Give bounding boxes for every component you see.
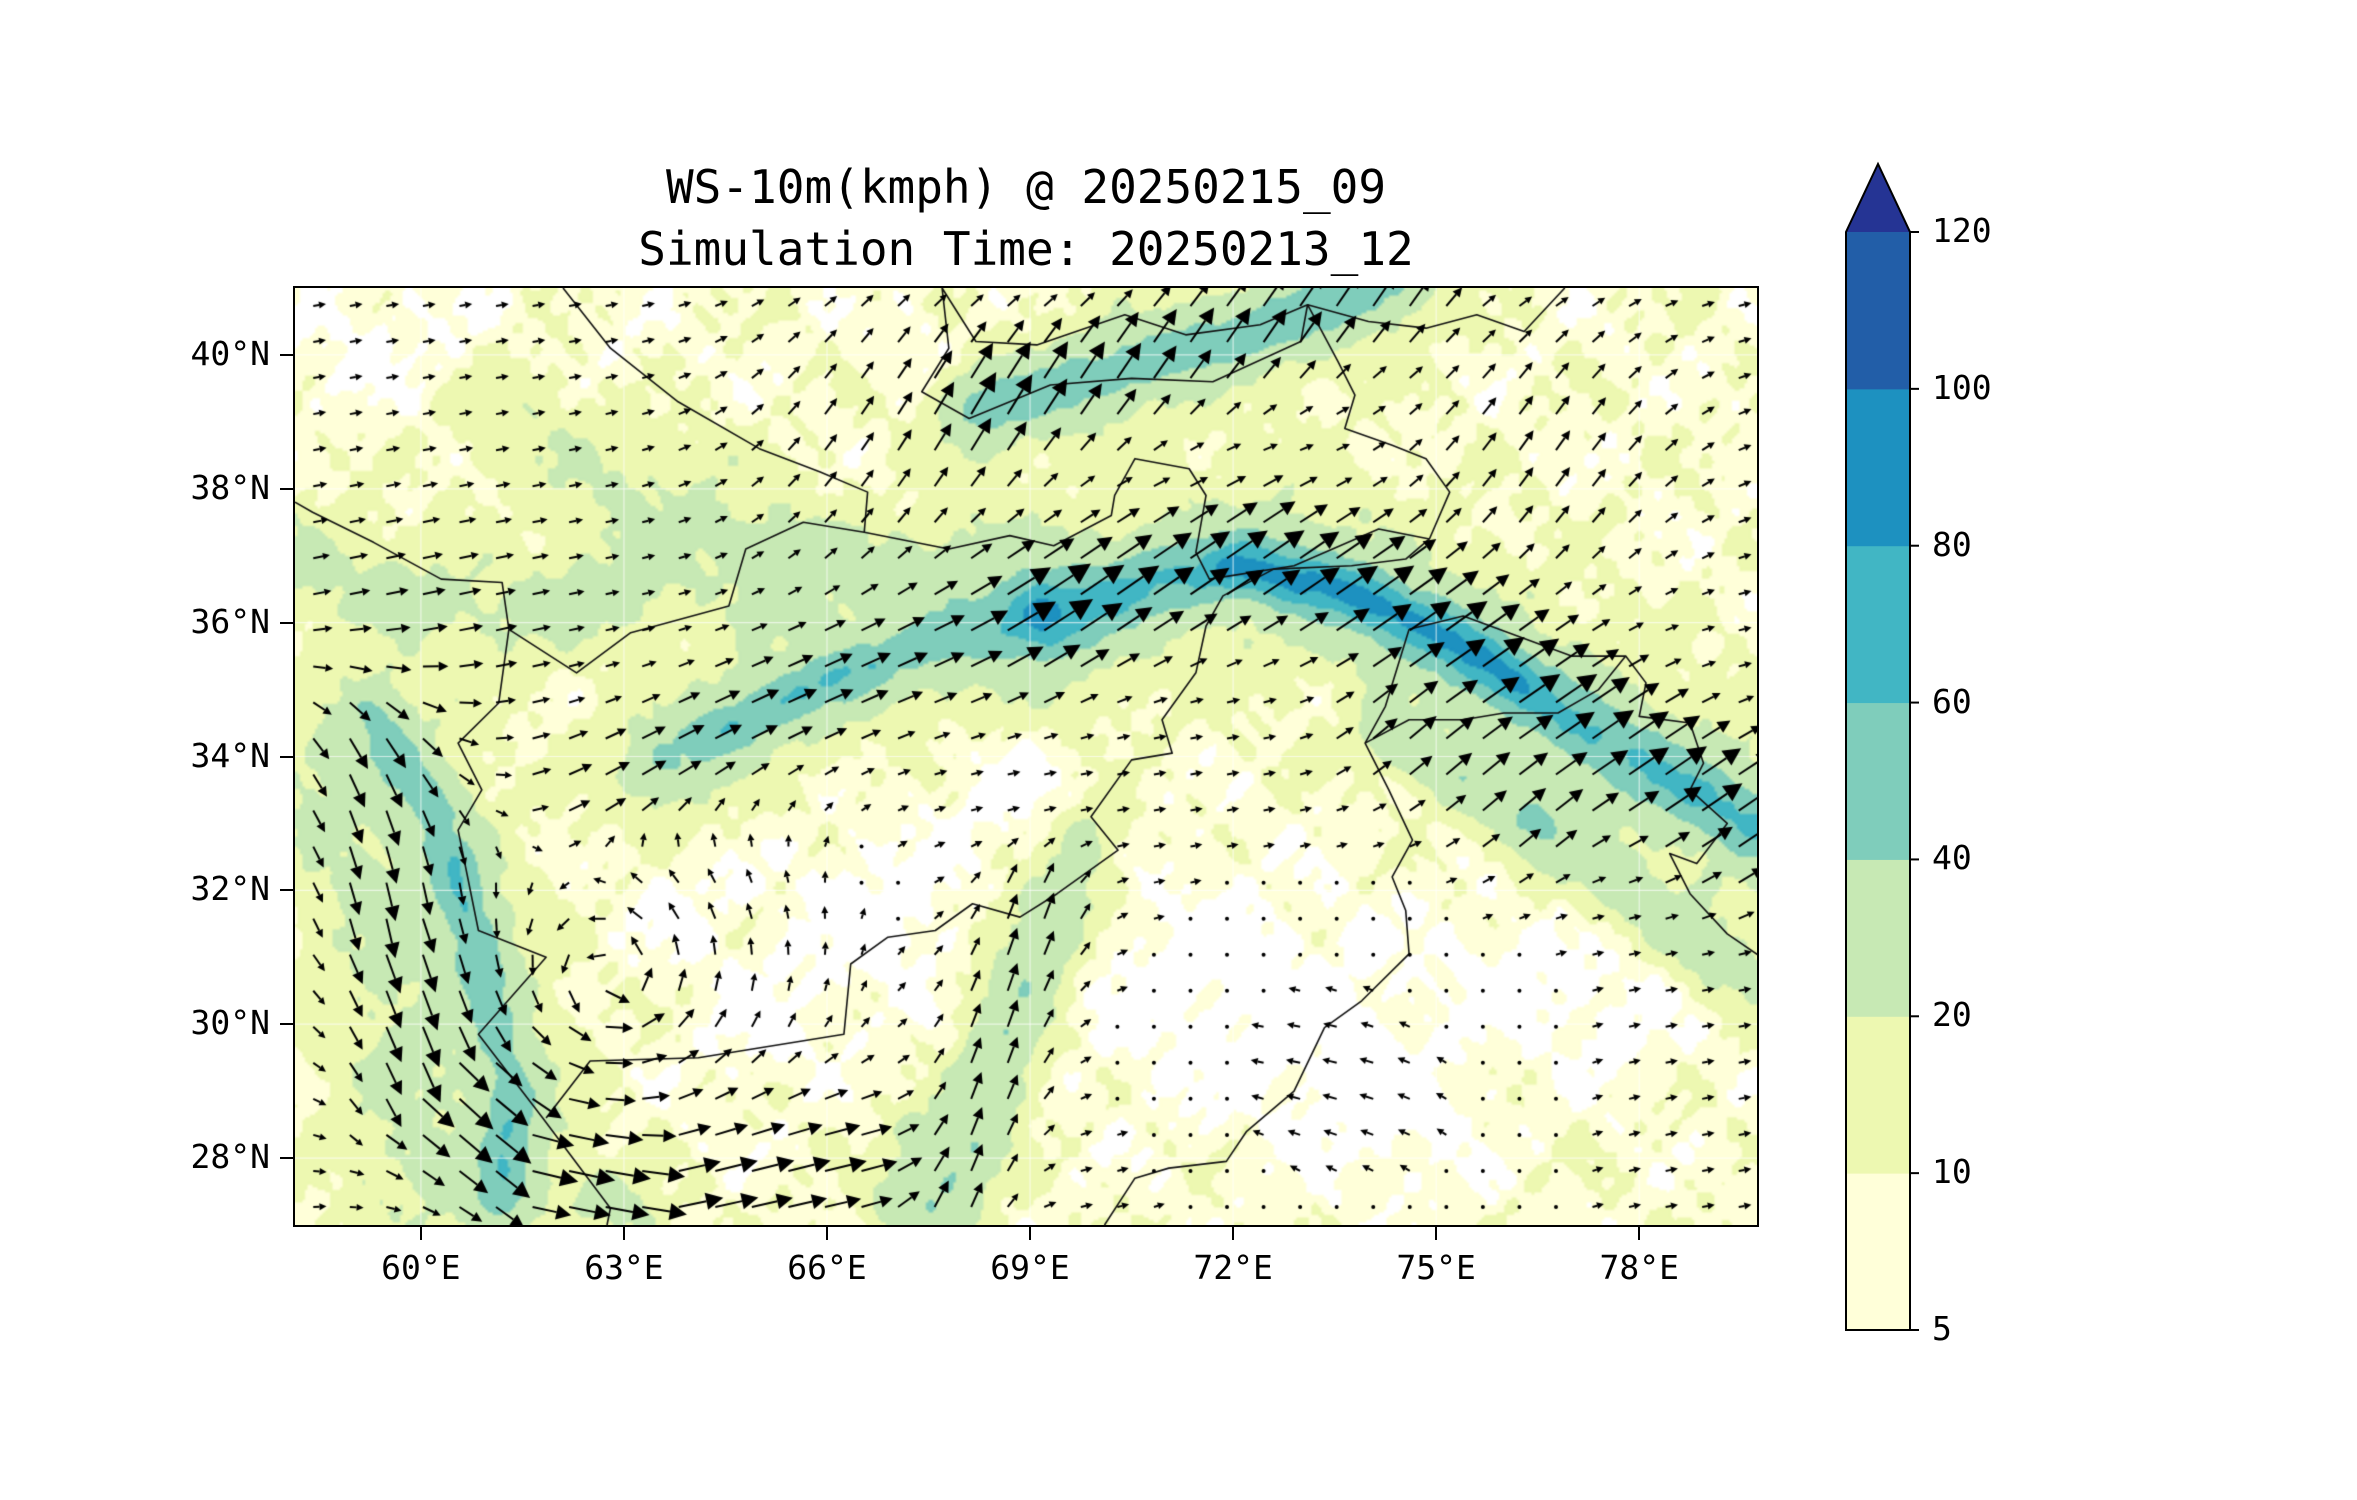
y-tick-label: 38°N: [190, 467, 270, 507]
y-tick-label: 36°N: [190, 601, 270, 641]
colorbar-tick-label: 40: [1932, 838, 1972, 878]
plot-subtitle: Simulation Time: 20250213_12: [638, 222, 1414, 276]
colorbar-tick-label: 120: [1932, 211, 1992, 250]
y-tick-label: 32°N: [190, 869, 270, 909]
x-tick-mark: [1638, 1227, 1641, 1240]
x-tick-label: 72°E: [1193, 1248, 1273, 1287]
colorbar-segment: [1846, 702, 1910, 860]
map-canvas: [295, 288, 1757, 1225]
x-tick-label: 78°E: [1599, 1248, 1679, 1287]
colorbar-segment: [1846, 1016, 1910, 1174]
plot-title: WS-10m(kmph) @ 20250215_09: [665, 160, 1387, 214]
x-tick-label: 66°E: [787, 1248, 867, 1287]
x-tick-mark: [419, 1227, 422, 1240]
x-tick-mark: [1029, 1227, 1032, 1240]
colorbar-extend-triangle: [1846, 164, 1910, 232]
x-tick-label: 63°E: [584, 1248, 664, 1287]
y-tick-label: 30°N: [190, 1003, 270, 1043]
y-tick-mark: [280, 1023, 293, 1026]
x-tick-mark: [1232, 1227, 1235, 1240]
colorbar: [1845, 161, 1919, 1331]
y-tick-mark: [280, 487, 293, 490]
colorbar-outline: [1845, 161, 1911, 1331]
x-tick-label: 69°E: [990, 1248, 1070, 1287]
colorbar-tick-label: 80: [1932, 524, 1972, 564]
x-tick-mark: [826, 1227, 828, 1240]
x-tick-mark: [1435, 1227, 1438, 1240]
colorbar-tick-label: 10: [1932, 1152, 1972, 1192]
colorbar-segment: [1846, 859, 1910, 1017]
x-tick-mark: [622, 1227, 625, 1240]
colorbar-segment: [1846, 232, 1910, 390]
colorbar-segment: [1846, 388, 1910, 547]
colorbar-segment: [1846, 1173, 1910, 1331]
colorbar-tick-label: 20: [1932, 995, 1972, 1035]
y-tick-mark: [280, 1157, 293, 1160]
colorbar-tick-label: 60: [1932, 681, 1972, 721]
y-tick-mark: [280, 353, 293, 356]
y-tick-label: 28°N: [190, 1137, 270, 1177]
colorbar-tick-label: 5: [1932, 1309, 1952, 1348]
colorbar-tick-label: 100: [1932, 367, 1992, 407]
x-tick-label: 60°E: [381, 1248, 461, 1287]
y-tick-label: 40°N: [190, 333, 270, 373]
x-tick-label: 75°E: [1396, 1248, 1476, 1287]
colorbar-segment: [1846, 545, 1910, 704]
y-tick-mark: [280, 621, 293, 624]
y-tick-mark: [280, 889, 293, 892]
y-tick-label: 34°N: [190, 735, 270, 775]
y-tick-mark: [280, 755, 293, 758]
